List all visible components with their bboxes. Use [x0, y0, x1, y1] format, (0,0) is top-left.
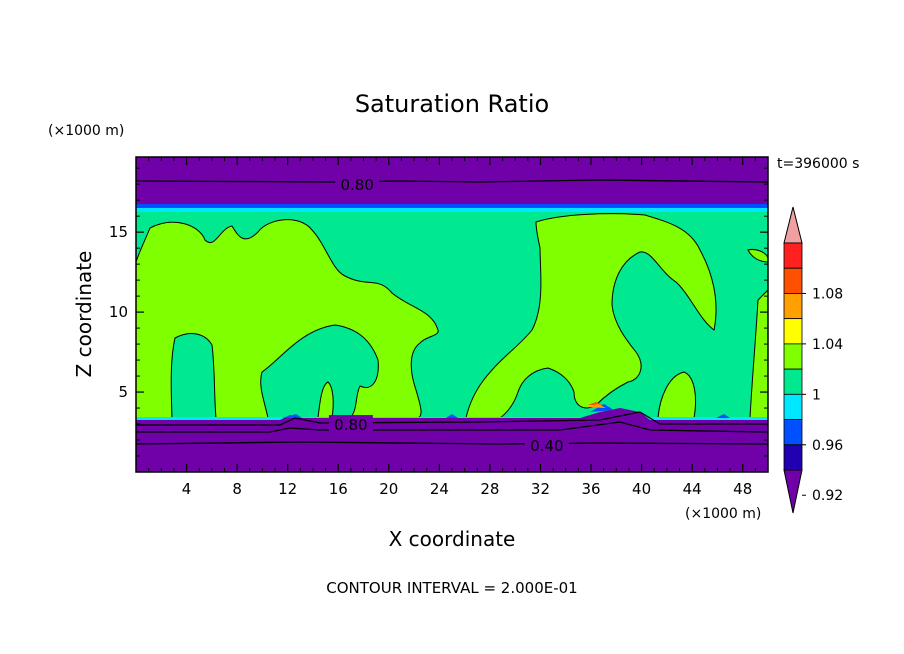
contour-label: 0.80 [334, 416, 367, 434]
far-right-cloud-sliver [749, 289, 768, 419]
x-tick-label: 44 [683, 480, 702, 498]
y-tick-label: 10 [109, 303, 128, 321]
contour-labels: 0.80 0.80 0.40 [328, 175, 569, 455]
contour-line-upper [136, 179, 768, 183]
chart-title: Saturation Ratio [355, 90, 549, 118]
y-axis-label: Z coordinate [72, 251, 96, 378]
y-tick-label: 15 [109, 223, 128, 241]
colorbar: 1.08 1.04 1 0.96 0.92 [783, 206, 843, 514]
colorbar-tick-label: 0.92 [812, 488, 843, 504]
colorbar-segment [783, 444, 803, 471]
right-small-cloud [657, 371, 697, 419]
y-tick-label: 5 [118, 383, 128, 401]
contour-line-bottom [136, 441, 768, 445]
colorbar-segment [783, 293, 803, 320]
contour-line-lower-b [136, 421, 768, 433]
colorbar-bottom-triangle [783, 469, 803, 514]
colorbar-top-triangle [783, 206, 803, 244]
upper-transition-blue [136, 204, 768, 208]
lower-dry-layer [136, 408, 768, 472]
x-axis-label: X coordinate [389, 527, 516, 551]
contour-label-bg [524, 435, 569, 453]
small-cloud-tower [317, 381, 334, 419]
colorbar-segment [783, 419, 803, 446]
x-tick-label: 4 [182, 480, 192, 498]
colorbar-segment [783, 318, 803, 345]
right-edge-cloud-top [747, 249, 768, 263]
colorbar-segment [783, 393, 803, 420]
surface-orange-patch [586, 404, 606, 408]
x-tick-label: 48 [733, 480, 752, 498]
contour-label: 0.80 [340, 176, 373, 194]
x-tick-label: 20 [379, 480, 398, 498]
contour-label: 0.40 [530, 437, 563, 455]
contour-field [136, 157, 768, 472]
colorbar-segment [783, 368, 803, 395]
x-unit-label: (×1000 m) [685, 506, 761, 522]
colorbar-tick-label: 1 [812, 387, 821, 403]
contour-line-lower-a [136, 411, 768, 426]
y-unit-label: (×1000 m) [48, 123, 124, 139]
colorbar-tick-label: 1.08 [812, 286, 843, 302]
colorbar-segment [783, 242, 803, 269]
right-cloud-region [465, 213, 717, 419]
contour-interval-footer: CONTOUR INTERVAL = 2.000E-01 [326, 579, 577, 597]
x-tick-label: 8 [232, 480, 242, 498]
colorbar-segment [783, 343, 803, 370]
y-axis-ticks: 5 10 15 [109, 167, 768, 457]
x-tick-label: 40 [632, 480, 651, 498]
colorbar-tick-label: 1.04 [812, 337, 843, 353]
x-tick-label: 12 [278, 480, 297, 498]
x-axis-ticks: 4 8 12 16 20 24 28 32 36 40 44 48 [148, 157, 756, 498]
contour-label-bg [335, 175, 380, 193]
time-label: t=396000 s [777, 156, 859, 172]
left-cloud-hole [170, 333, 217, 419]
upper-transition-cyan [136, 208, 768, 212]
contour-label-bg [328, 415, 373, 433]
x-tick-label: 32 [531, 480, 550, 498]
x-tick-label: 24 [430, 480, 449, 498]
mid-cloud-hole [260, 324, 379, 419]
colorbar-segment [783, 267, 803, 294]
x-tick-label: 16 [329, 480, 348, 498]
x-tick-label: 28 [480, 480, 499, 498]
x-tick-label: 36 [581, 480, 600, 498]
colorbar-tick-label: 0.96 [812, 438, 843, 454]
